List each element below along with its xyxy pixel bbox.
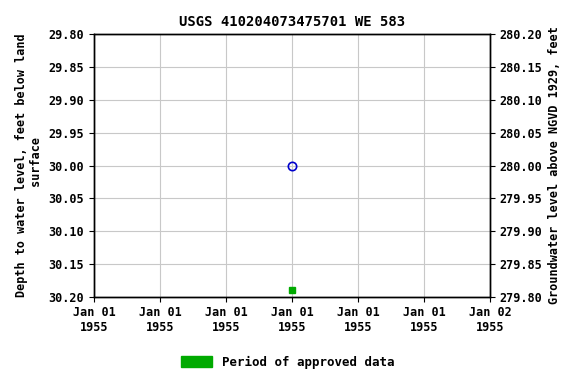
Legend: Period of approved data: Period of approved data [176,351,400,374]
Title: USGS 410204073475701 WE 583: USGS 410204073475701 WE 583 [179,15,405,29]
Y-axis label: Groundwater level above NGVD 1929, feet: Groundwater level above NGVD 1929, feet [548,26,561,305]
Y-axis label: Depth to water level, feet below land
 surface: Depth to water level, feet below land su… [15,34,43,297]
